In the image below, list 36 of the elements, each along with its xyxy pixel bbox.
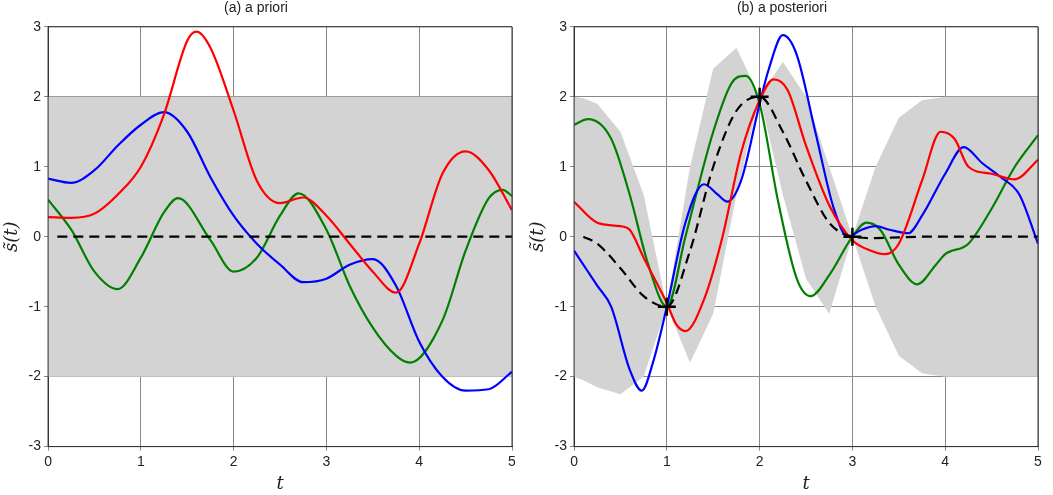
x-tick-label: 2 xyxy=(755,452,764,469)
y-tick-label: 3 xyxy=(559,17,568,34)
y-tick-label: -1 xyxy=(28,297,42,314)
y-tick-label: 1 xyxy=(33,157,42,174)
point xyxy=(842,226,863,247)
y-axis-title: s̃(t) xyxy=(526,221,548,252)
y-tick-label: 1 xyxy=(559,157,568,174)
y-tick-label: -1 xyxy=(554,297,568,314)
point xyxy=(749,86,770,108)
chart-title: (b) a posteriori xyxy=(736,0,828,16)
x-tick-label: 3 xyxy=(322,452,331,469)
x-tick-label: 5 xyxy=(1034,452,1043,469)
point xyxy=(656,296,678,317)
x-tick-label: 0 xyxy=(570,452,579,469)
y-axis-title: s̃(t) xyxy=(0,221,22,252)
y-tick-label: 0 xyxy=(33,227,42,244)
x-tick-label: 3 xyxy=(848,452,857,469)
y-tick-label: 3 xyxy=(33,17,42,34)
x-tick-label: 1 xyxy=(662,452,671,469)
y-tick-label: 0 xyxy=(559,227,568,244)
x-tick-label: 4 xyxy=(941,452,950,469)
y-tick-label: -3 xyxy=(28,437,42,454)
y-tick-label: -2 xyxy=(28,367,42,384)
x-tick-label: 1 xyxy=(136,452,145,469)
x-tick-label: 2 xyxy=(229,452,238,469)
x-tick-label: 4 xyxy=(415,452,424,469)
x-axis-title: t xyxy=(802,471,811,493)
y-tick-label: -3 xyxy=(554,437,568,454)
y-tick-label: 2 xyxy=(559,87,568,104)
x-axis-title: t xyxy=(276,471,285,493)
y-tick-label: 2 xyxy=(33,87,42,104)
x-tick-label: 0 xyxy=(44,452,53,469)
chart-title: (a) a priori xyxy=(224,0,288,16)
y-tick-label: -2 xyxy=(554,367,568,384)
x-tick-label: 5 xyxy=(508,452,517,469)
line-series xyxy=(48,188,512,364)
